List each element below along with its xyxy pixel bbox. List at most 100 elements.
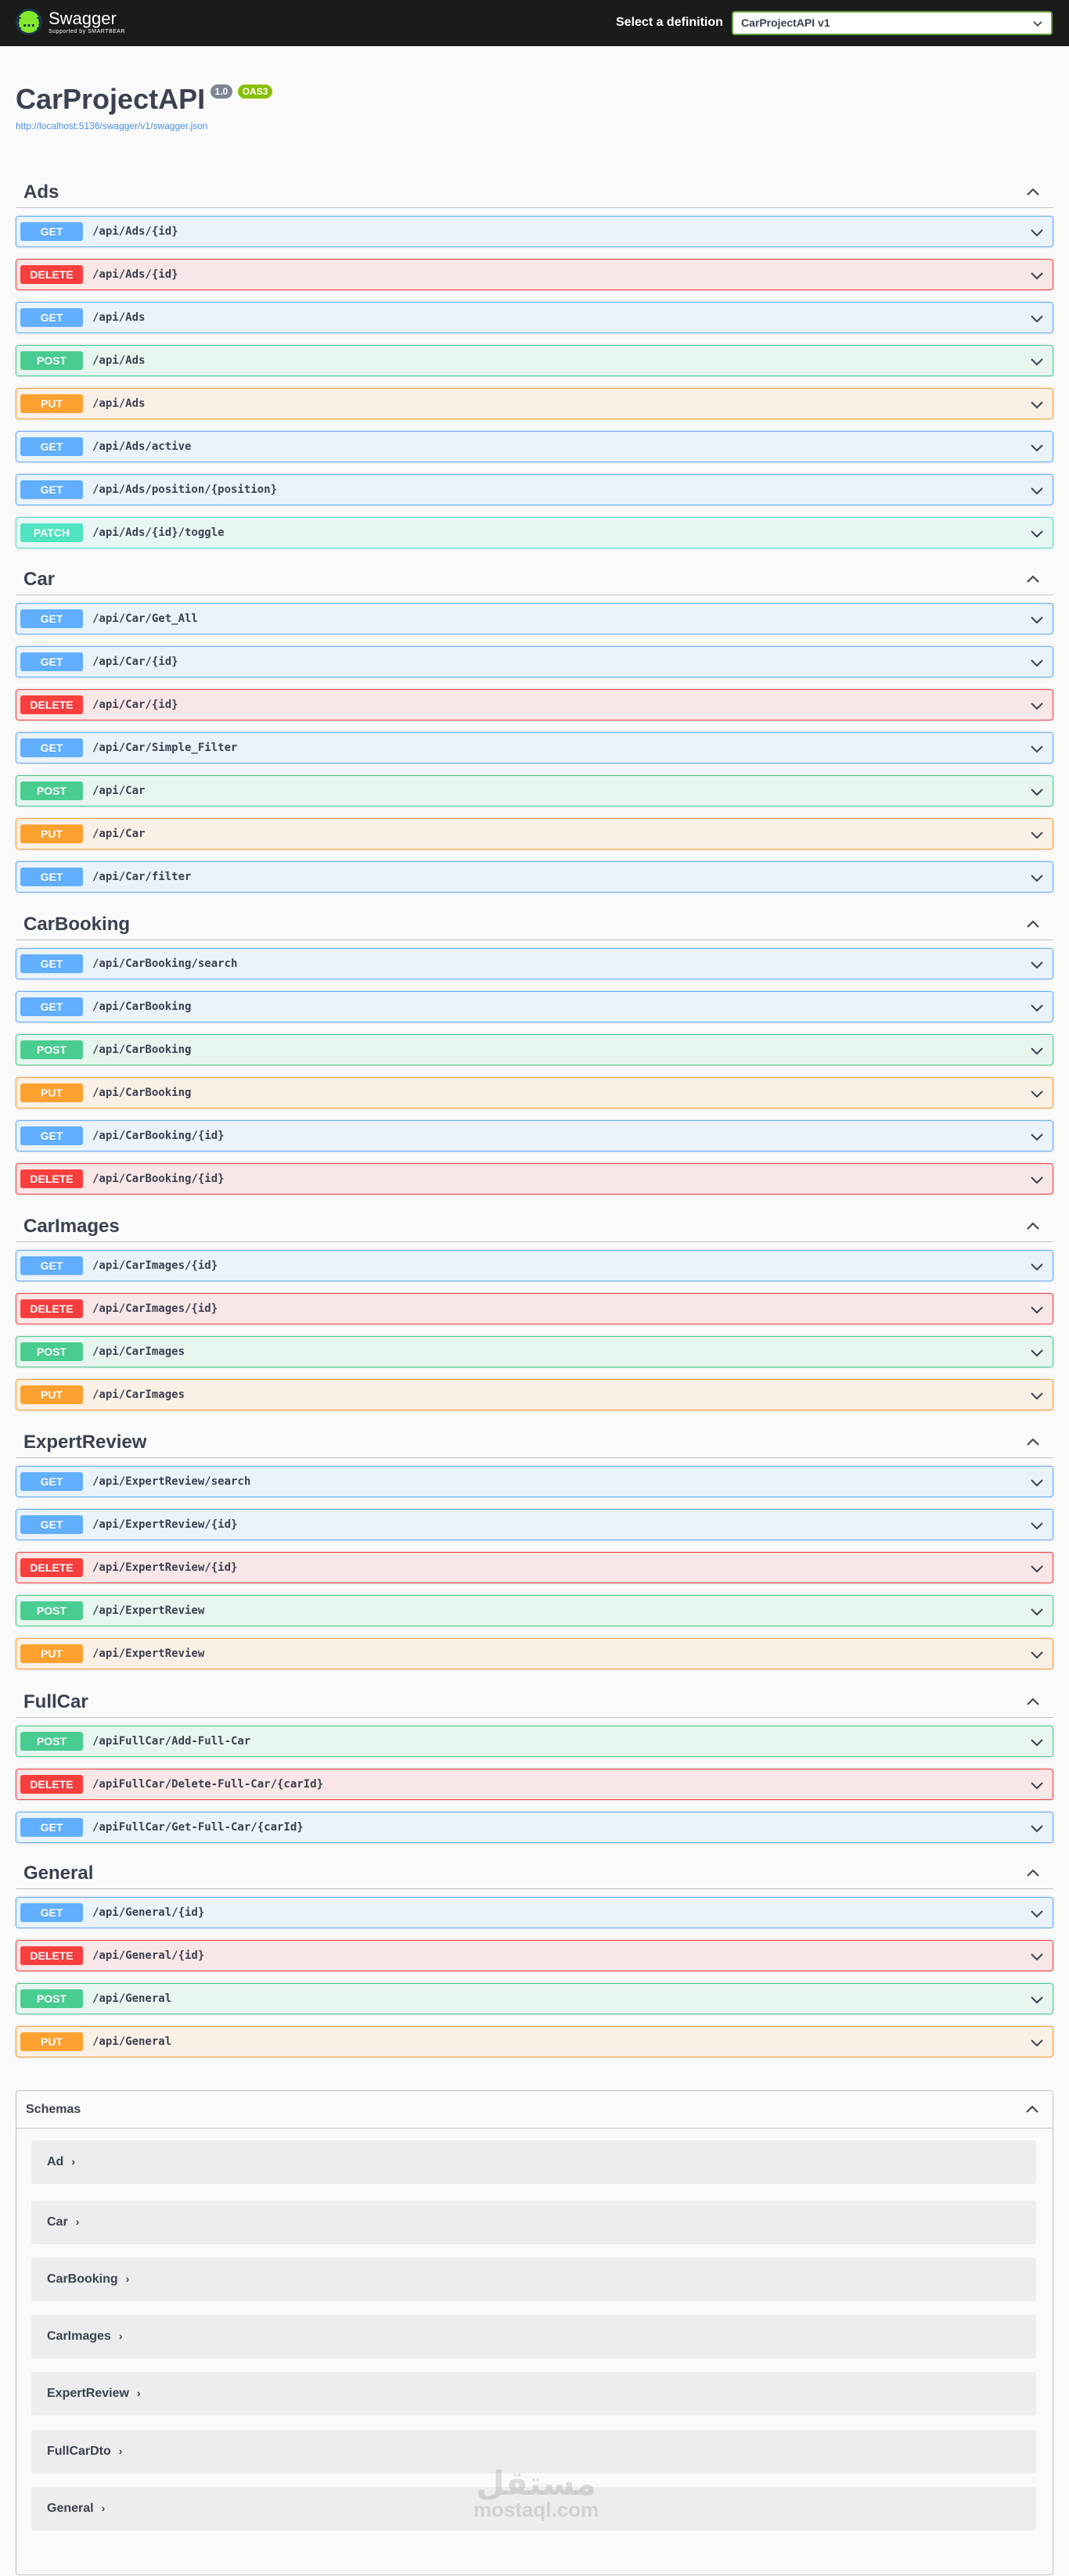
chevron-right-icon[interactable]: › bbox=[75, 2215, 80, 2228]
chevron-down-icon[interactable] bbox=[1029, 440, 1045, 455]
schema-model-row[interactable]: CarImages › bbox=[31, 2315, 1036, 2359]
chevron-up-icon[interactable] bbox=[1025, 572, 1041, 587]
chevron-down-icon[interactable] bbox=[1029, 612, 1045, 627]
operation-row[interactable]: POST/api/CarBooking bbox=[16, 1034, 1053, 1065]
chevron-down-icon[interactable] bbox=[1029, 1906, 1045, 1921]
chevron-down-icon[interactable] bbox=[1029, 1259, 1045, 1274]
chevron-down-icon[interactable] bbox=[1029, 1043, 1045, 1058]
chevron-up-icon[interactable] bbox=[1025, 185, 1041, 200]
schemas-header[interactable]: Schemas bbox=[16, 2091, 1053, 2129]
tag-header[interactable]: ExpertReview bbox=[16, 1425, 1053, 1458]
operation-row[interactable]: DELETE/api/ExpertReview/{id} bbox=[16, 1552, 1053, 1583]
swagger-logo[interactable]: {…} Swagger Supported by SMARTBEAR bbox=[14, 9, 125, 35]
chevron-down-icon[interactable] bbox=[1029, 311, 1045, 326]
operation-row[interactable]: GET/api/Car/filter bbox=[16, 861, 1053, 893]
chevron-down-icon[interactable] bbox=[1029, 1820, 1045, 1836]
chevron-up-icon[interactable] bbox=[1024, 2102, 1040, 2118]
chevron-down-icon[interactable] bbox=[1029, 1777, 1045, 1793]
operation-row[interactable]: POST/apiFullCar/Add-Full-Car bbox=[16, 1726, 1053, 1757]
operation-row[interactable]: GET/apiFullCar/Get-Full-Car/{carId} bbox=[16, 1812, 1053, 1843]
operation-row[interactable]: PATCH/api/Ads/{id}/toggle bbox=[16, 517, 1053, 548]
tag-header[interactable]: CarBooking bbox=[16, 907, 1053, 940]
operation-row[interactable]: PUT/api/Car bbox=[16, 818, 1053, 850]
schema-model-row[interactable]: General › bbox=[31, 2487, 1036, 2531]
operation-row[interactable]: GET/api/Ads bbox=[16, 302, 1053, 333]
chevron-down-icon[interactable] bbox=[1029, 741, 1045, 756]
chevron-down-icon[interactable] bbox=[1029, 870, 1045, 886]
chevron-down-icon[interactable] bbox=[1029, 698, 1045, 713]
operation-row[interactable]: GET/api/CarBooking/search bbox=[16, 948, 1053, 979]
operation-row[interactable]: GET/api/Ads/{id} bbox=[16, 216, 1053, 247]
operation-row[interactable]: DELETE/api/CarBooking/{id} bbox=[16, 1163, 1053, 1195]
chevron-down-icon[interactable] bbox=[1029, 397, 1045, 412]
chevron-right-icon[interactable]: › bbox=[101, 2502, 106, 2514]
chevron-down-icon[interactable] bbox=[1029, 827, 1045, 842]
operation-row[interactable]: POST/api/Ads bbox=[16, 345, 1053, 376]
operation-row[interactable]: GET/api/ExpertReview/search bbox=[16, 1466, 1053, 1497]
chevron-down-icon[interactable] bbox=[1029, 1561, 1045, 1576]
chevron-down-icon[interactable] bbox=[1029, 1949, 1045, 1964]
schema-model-row[interactable]: FullCarDto › bbox=[31, 2430, 1036, 2474]
operation-row[interactable]: GET/api/CarBooking bbox=[16, 991, 1053, 1022]
chevron-right-icon[interactable]: › bbox=[136, 2387, 141, 2399]
operation-row[interactable]: GET/api/CarImages/{id} bbox=[16, 1250, 1053, 1281]
operation-row[interactable]: PUT/api/ExpertReview bbox=[16, 1638, 1053, 1669]
chevron-right-icon[interactable]: › bbox=[118, 2445, 123, 2457]
operation-row[interactable]: PUT/api/General bbox=[16, 2026, 1053, 2057]
chevron-down-icon[interactable] bbox=[1029, 1734, 1045, 1750]
operation-row[interactable]: DELETE/api/General/{id} bbox=[16, 1940, 1053, 1971]
chevron-down-icon[interactable] bbox=[1029, 1086, 1045, 1101]
tag-header[interactable]: Car bbox=[16, 562, 1053, 595]
definition-select[interactable]: CarProjectAPI v1 bbox=[732, 11, 1053, 35]
operation-row[interactable]: GET/api/Ads/position/{position} bbox=[16, 474, 1053, 505]
operation-row[interactable]: GET/api/CarBooking/{id} bbox=[16, 1120, 1053, 1151]
chevron-down-icon[interactable] bbox=[1029, 1992, 1045, 2007]
chevron-down-icon[interactable] bbox=[1029, 2035, 1045, 2050]
tag-header[interactable]: FullCar bbox=[16, 1685, 1053, 1718]
chevron-down-icon[interactable] bbox=[1029, 354, 1045, 369]
schema-model-row[interactable]: ExpertReview › bbox=[31, 2372, 1036, 2416]
tag-header[interactable]: Ads bbox=[16, 175, 1053, 208]
chevron-down-icon[interactable] bbox=[1029, 225, 1045, 240]
operation-row[interactable]: GET/api/Car/Simple_Filter bbox=[16, 732, 1053, 763]
operation-row[interactable]: PUT/api/CarImages bbox=[16, 1379, 1053, 1410]
schema-model-row[interactable]: Car › bbox=[31, 2201, 1036, 2244]
schema-model-row[interactable]: Ad › bbox=[31, 2140, 1036, 2184]
operation-row[interactable]: GET/api/Car/{id} bbox=[16, 646, 1053, 677]
chevron-down-icon[interactable] bbox=[1029, 1388, 1045, 1403]
schema-model-row[interactable]: CarBooking › bbox=[31, 2258, 1036, 2301]
chevron-down-icon[interactable] bbox=[1029, 784, 1045, 799]
chevron-up-icon[interactable] bbox=[1025, 1694, 1041, 1710]
chevron-right-icon[interactable]: › bbox=[125, 2272, 130, 2285]
operation-row[interactable]: PUT/api/CarBooking bbox=[16, 1077, 1053, 1108]
chevron-up-icon[interactable] bbox=[1025, 1219, 1041, 1234]
chevron-down-icon[interactable] bbox=[1029, 957, 1045, 972]
operation-row[interactable]: POST/api/General bbox=[16, 1983, 1053, 2014]
operation-row[interactable]: GET/api/ExpertReview/{id} bbox=[16, 1509, 1053, 1540]
operation-row[interactable]: PUT/api/Ads bbox=[16, 388, 1053, 419]
chevron-down-icon[interactable] bbox=[1029, 1604, 1045, 1619]
operation-row[interactable]: DELETE/api/Ads/{id} bbox=[16, 259, 1053, 290]
operation-row[interactable]: POST/api/ExpertReview bbox=[16, 1595, 1053, 1626]
chevron-down-icon[interactable] bbox=[1029, 526, 1045, 541]
operation-row[interactable]: DELETE/api/CarImages/{id} bbox=[16, 1293, 1053, 1324]
chevron-down-icon[interactable] bbox=[1029, 1129, 1045, 1144]
operation-row[interactable]: DELETE/apiFullCar/Delete-Full-Car/{carId… bbox=[16, 1769, 1053, 1800]
tag-header[interactable]: CarImages bbox=[16, 1209, 1053, 1242]
chevron-down-icon[interactable] bbox=[1029, 1345, 1045, 1360]
chevron-down-icon[interactable] bbox=[1029, 1172, 1045, 1187]
operation-row[interactable]: GET/api/General/{id} bbox=[16, 1897, 1053, 1928]
operation-row[interactable]: GET/api/Car/Get_All bbox=[16, 603, 1053, 634]
operation-row[interactable]: GET/api/Ads/active bbox=[16, 431, 1053, 462]
chevron-right-icon[interactable]: › bbox=[118, 2330, 123, 2342]
chevron-down-icon[interactable] bbox=[1029, 483, 1045, 498]
spec-url-link[interactable]: http://localhost:5136/swagger/v1/swagger… bbox=[16, 120, 208, 131]
tag-header[interactable]: General bbox=[16, 1856, 1053, 1889]
chevron-down-icon[interactable] bbox=[1029, 1647, 1045, 1662]
chevron-down-icon[interactable] bbox=[1029, 1302, 1045, 1317]
operation-row[interactable]: DELETE/api/Car/{id} bbox=[16, 689, 1053, 720]
chevron-down-icon[interactable] bbox=[1029, 1518, 1045, 1533]
operation-row[interactable]: POST/api/CarImages bbox=[16, 1336, 1053, 1367]
chevron-up-icon[interactable] bbox=[1025, 1435, 1041, 1450]
chevron-right-icon[interactable]: › bbox=[71, 2155, 75, 2168]
